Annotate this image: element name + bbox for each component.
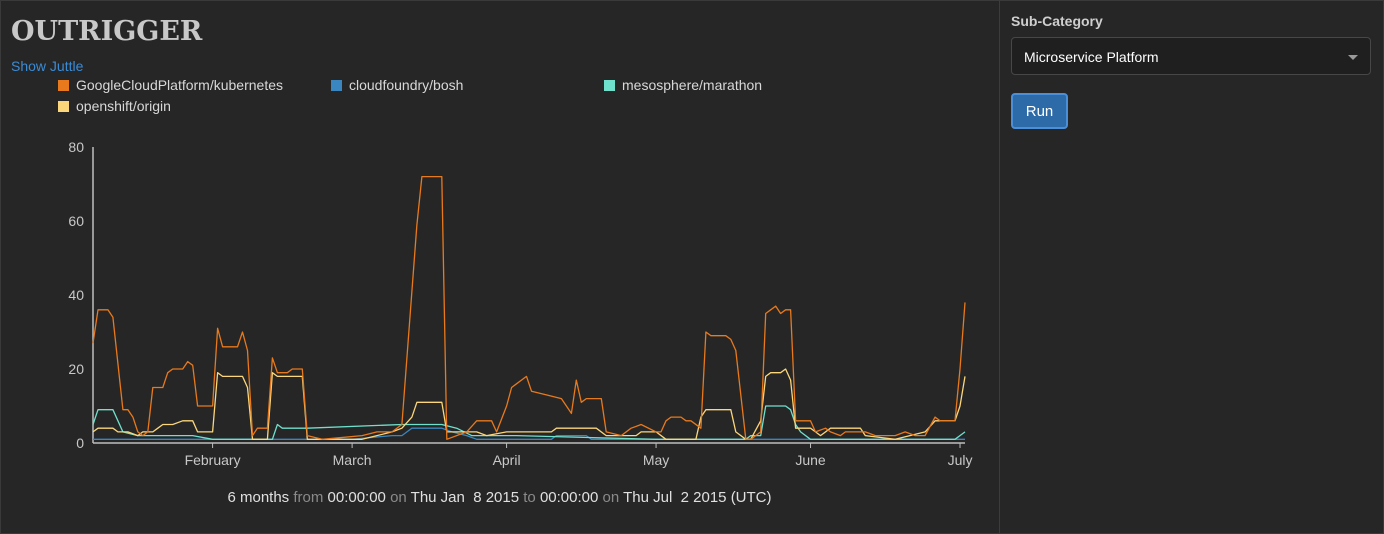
x-tick-label: March — [333, 452, 372, 468]
series-line-marathon — [92, 405, 966, 440]
legend-item-marathon[interactable]: mesosphere/marathon — [604, 77, 762, 93]
legend-swatch — [604, 80, 615, 91]
run-button[interactable]: Run — [1011, 93, 1068, 129]
x-tick-label: May — [643, 452, 669, 468]
chart-legend: GoogleCloudPlatform/kubernetes cloudfoun… — [58, 77, 958, 117]
subcategory-select[interactable]: Microservice Platform — [1011, 37, 1371, 75]
timerange-duration: 6 months — [227, 489, 290, 506]
legend-label: cloudfoundry/bosh — [349, 77, 464, 93]
subcategory-selected-value: Microservice Platform — [1024, 49, 1159, 65]
legend-swatch — [58, 80, 69, 91]
legend-label: GoogleCloudPlatform/kubernetes — [76, 77, 284, 93]
legend-label: mesosphere/marathon — [622, 77, 763, 93]
legend-item-kubernetes[interactable]: GoogleCloudPlatform/kubernetes — [58, 77, 283, 93]
timerange-timezone: (UTC) — [730, 489, 772, 506]
main-panel: OUTRIGGER Show Juttle GoogleCloudPlatfor… — [0, 16, 999, 506]
timerange-from-date: Thu Jan 8 2015 — [410, 489, 520, 506]
show-juttle-link[interactable]: Show Juttle — [11, 58, 84, 74]
subcategory-label: Sub-Category — [1011, 13, 1103, 29]
timerange-on-word: on — [390, 489, 407, 506]
chevron-down-icon — [1348, 55, 1358, 60]
legend-swatch — [58, 101, 69, 112]
timerange-on-word: on — [602, 489, 620, 506]
x-tick-label: June — [795, 452, 826, 468]
y-tick-label: 20 — [68, 361, 84, 377]
timerange-to-time: 00:00:00 — [539, 489, 599, 506]
x-tick-label: July — [948, 452, 973, 468]
legend-label: openshift/origin — [76, 98, 171, 114]
legend-item-origin[interactable]: openshift/origin — [58, 98, 171, 114]
legend-item-bosh[interactable]: cloudfoundry/bosh — [331, 77, 463, 93]
timerange-from-word: from — [293, 489, 324, 506]
sidebar: Sub-Category Microservice Platform Run — [999, 0, 1384, 534]
timerange-from-time: 00:00:00 — [327, 489, 386, 506]
series-line-kubernetes — [92, 175, 966, 440]
timeseries-chart: 0 20 40 60 80 February March April May June July — [68, 139, 973, 468]
x-tick-label: April — [493, 452, 521, 468]
y-tick-label: 0 — [76, 435, 84, 451]
y-tick-label: 60 — [68, 213, 84, 229]
series-line-origin — [92, 368, 966, 440]
app-title: OUTRIGGER — [11, 16, 203, 47]
x-tick-label: February — [185, 452, 241, 468]
y-tick-label: 80 — [68, 139, 84, 155]
timerange-to-word: to — [523, 489, 536, 506]
y-tick-label: 40 — [68, 287, 84, 303]
time-range-summary: 6 months from 00:00:00 on Thu Jan 8 2015… — [0, 489, 999, 506]
legend-swatch — [331, 80, 342, 91]
timerange-to-date: Thu Jul 2 2015 — [623, 489, 727, 506]
